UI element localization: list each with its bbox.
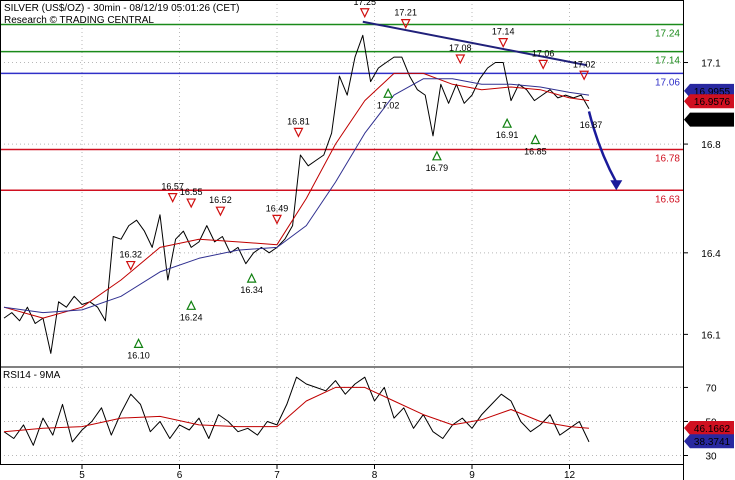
swing-high-label: 16.32 (119, 250, 142, 260)
series-rsi-ma (3, 386, 590, 433)
y-tick-label: 16.8 (701, 140, 721, 151)
swing-high-label: 16.55 (180, 187, 203, 197)
swing-high-marker (293, 127, 304, 138)
plot-border (0, 0, 684, 465)
series-price (3, 34, 590, 354)
swing-high-label: 16.81 (287, 116, 310, 126)
swing-high-marker (272, 214, 282, 225)
series-ma_slow (3, 78, 590, 314)
level-label: 17.24 (655, 28, 680, 39)
series-ma_fast (3, 72, 590, 319)
swing-low-marker (383, 87, 394, 98)
swing-low-marker (431, 150, 442, 161)
price-tag-bg (684, 94, 734, 109)
swing-high-label: 16.52 (209, 195, 232, 205)
rsi-y-tick-label: 70 (705, 383, 717, 394)
swing-high-marker (167, 193, 178, 203)
y-tick-label: 16.4 (701, 249, 721, 260)
swing-high-label: 16.57 (161, 182, 184, 192)
swing-low-marker (246, 272, 257, 283)
swing-high-marker (359, 8, 370, 19)
rsi-tag-label: 38.3741 (694, 437, 731, 448)
rsi-y-tick-label: 30 (705, 451, 717, 462)
swing-high-marker (498, 38, 509, 48)
y-tick-label: 17.1 (701, 59, 721, 70)
swing-high-label: 17.21 (394, 8, 417, 18)
swing-high-label: 17.06 (532, 48, 555, 58)
chart-title: SILVER (US$/OZ) - 30min - 08/12/19 05:01… (4, 3, 239, 14)
swing-high-marker (538, 59, 549, 70)
projection-arrow-shaft (587, 111, 618, 183)
rsi-tag-bg (684, 420, 734, 435)
swing-low-label: 16.10 (127, 350, 150, 360)
swing-low-marker (133, 338, 144, 348)
swing-high-label: 17.02 (573, 59, 596, 69)
swing-high-marker (455, 54, 466, 65)
level-lines: 17.24 17.14 17.06 16.78 16.63 (0, 23, 683, 205)
swing-low-label: 16.34 (240, 285, 263, 295)
series-rsi (3, 376, 590, 446)
swing-high-label: 16.49 (266, 203, 289, 213)
swing-low-label: 16.24 (180, 312, 203, 322)
rsi-tag-label: 46.1662 (694, 424, 731, 435)
swing-label: 16.87 (580, 120, 603, 130)
swing-low-label: 17.02 (377, 100, 400, 110)
resistance-trendline (362, 20, 588, 67)
price-tag-label: 16.89 (699, 116, 724, 127)
rsi-panel-label: RSI14 - 9MA (3, 370, 61, 381)
swing-low-label: 16.79 (426, 163, 449, 173)
rsi-tag-bg (684, 434, 734, 449)
gridlines (0, 0, 683, 464)
swing-high-marker (579, 70, 590, 81)
x-tick-label: 5 (79, 470, 85, 480)
swing-high-marker (186, 198, 197, 209)
x-tick-label: 8 (372, 470, 378, 480)
swing-low-marker (530, 134, 541, 145)
swing-high-label: 17.25 (353, 0, 376, 7)
projection-arrow-head (610, 180, 623, 191)
level-label: 16.63 (655, 194, 680, 205)
swing-low-label: 16.85 (524, 146, 547, 156)
level-label: 17.14 (655, 56, 680, 67)
x-tick-label: 7 (274, 470, 280, 480)
swing-high-marker (125, 260, 136, 271)
y-tick-label: 16.1 (701, 330, 721, 341)
frame (0, 0, 684, 480)
price-tag-label: 16.9576 (694, 97, 731, 108)
x-tick-label: 9 (469, 470, 475, 480)
price-tag-bg (684, 112, 734, 127)
swing-low-marker (186, 299, 197, 310)
swing-low-label: 16.91 (496, 130, 519, 140)
price-series (3, 20, 623, 446)
x-tick-label: 12 (564, 470, 576, 480)
price-tag-label: 16.9955 (694, 87, 731, 98)
swing-low-marker (502, 117, 513, 128)
chart-source: Research © TRADING CENTRAL (4, 15, 154, 26)
swing-high-marker (215, 206, 226, 217)
x-tick-label: 6 (177, 470, 183, 480)
level-label: 16.78 (655, 154, 680, 165)
swing-high-label: 17.14 (492, 27, 515, 37)
swing-high-marker (400, 19, 411, 29)
level-label: 17.06 (655, 77, 680, 88)
swing-high-label: 17.08 (449, 43, 472, 53)
